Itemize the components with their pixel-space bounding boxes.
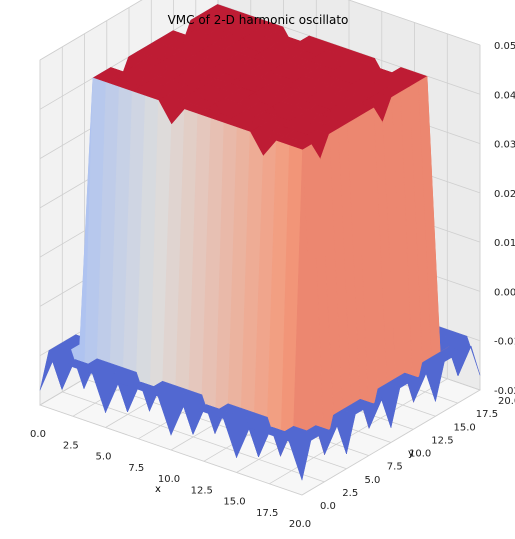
z-tick-label: 0.02	[494, 189, 515, 200]
surface-patch	[288, 435, 312, 482]
y-tick-label: 0.0	[320, 501, 336, 512]
x-tick-label: 0.0	[30, 429, 46, 440]
z-tick-label: 0.01	[494, 238, 515, 249]
x-tick-label: 12.5	[191, 485, 213, 496]
y-tick-label: 17.5	[476, 409, 498, 420]
x-axis-label: x	[155, 484, 161, 495]
x-tick-label: 20.0	[289, 519, 311, 530]
y-tick-label: 2.5	[342, 488, 358, 499]
z-tick-label: -0.01	[494, 337, 515, 348]
x-tick-label: 7.5	[128, 463, 144, 474]
y-tick-label: 20.0	[498, 396, 515, 407]
x-tick-label: 2.5	[63, 440, 79, 451]
y-tick-label: 5.0	[365, 475, 381, 486]
z-tick-label: -0.02	[494, 386, 515, 397]
y-tick-label: 10.0	[409, 449, 431, 460]
y-tick-label: 15.0	[454, 422, 476, 433]
y-tick-label: 7.5	[387, 462, 403, 473]
x-tick-label: 17.5	[256, 508, 278, 519]
y-tick-label: 12.5	[431, 435, 453, 446]
z-tick-label: 0.04	[494, 90, 515, 101]
x-tick-label: 5.0	[96, 452, 112, 463]
x-tick-label: 15.0	[223, 497, 245, 508]
surface-mesh	[39, 3, 481, 482]
z-tick-label: 0.05	[494, 41, 515, 52]
z-tick-label: 0.00	[494, 287, 515, 298]
y-axis-label: y	[408, 448, 414, 459]
x-tick-label: 10.0	[158, 474, 180, 485]
z-grid-line	[39, 0, 481, 61]
y-grid-line	[39, 60, 303, 496]
z-tick-label: 0.03	[494, 140, 515, 151]
tick-labels: 0.02.55.07.510.012.515.017.520.00.02.55.…	[30, 41, 515, 530]
chart-title: VMC of 2-D harmonic oscillato	[168, 13, 349, 27]
